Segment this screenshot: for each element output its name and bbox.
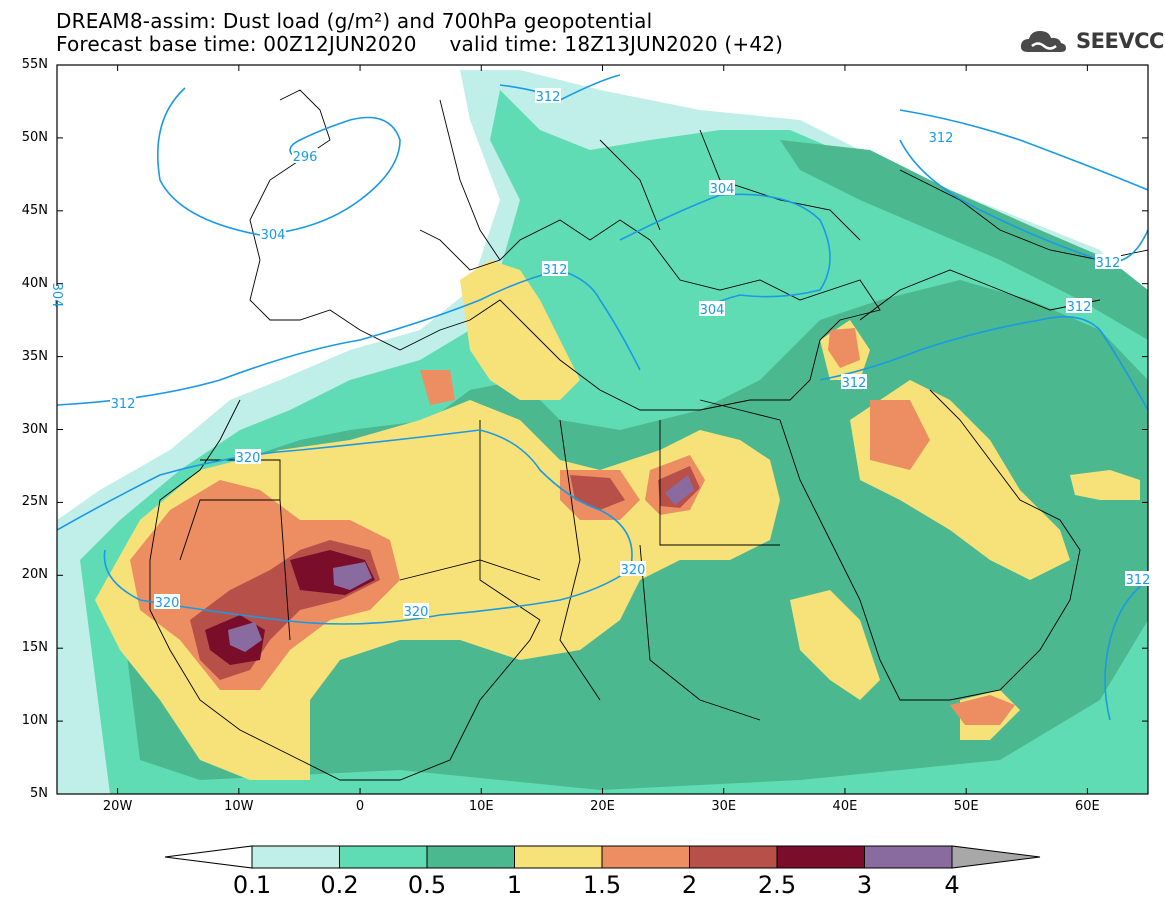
- contour-label-bg: [699, 301, 725, 316]
- colorbar-swatch: [339, 845, 428, 869]
- colorbar-label: 1: [506, 871, 523, 899]
- dust-level-2-libya: [570, 475, 625, 510]
- contour-label-bg: [110, 395, 136, 410]
- colorbar: [164, 845, 1041, 869]
- colorbar-low-extension: [164, 845, 253, 869]
- contour-label: 304: [710, 182, 735, 197]
- map-title: DREAM8-assim: Dust load (g/m²) and 700hP…: [56, 9, 653, 33]
- contour-label: 320: [621, 563, 646, 578]
- lat-label: 35N: [21, 348, 48, 364]
- contour-label-bg: [1095, 254, 1121, 269]
- contour-label: 312: [1067, 300, 1092, 315]
- contour-label: 320: [404, 605, 429, 620]
- contour-label-bg: [620, 561, 646, 576]
- contour-label-bg: [403, 603, 429, 618]
- contour-label-bg: [292, 148, 318, 163]
- colorbar-swatch: [426, 845, 515, 869]
- dust-level-3-mali: [333, 562, 372, 590]
- contour-label: 320: [236, 451, 261, 466]
- lon-label: 30E: [711, 799, 737, 814]
- colorbar-label: 0.1: [232, 871, 272, 899]
- colorbar-label: 3: [856, 871, 873, 899]
- contour-label: 312: [842, 376, 867, 391]
- lat-label: 15N: [21, 640, 48, 656]
- contour-label: 304: [261, 228, 286, 243]
- colorbar-swatch: [864, 845, 953, 869]
- lon-label: 20E: [590, 799, 615, 814]
- dust-level-3: [228, 622, 262, 652]
- dust-field: [57, 65, 1148, 794]
- contour-label: 312: [536, 90, 561, 105]
- contour-label-bg: [260, 226, 286, 241]
- colorbar-label: 0.5: [407, 871, 447, 899]
- contour-label-bg: [928, 129, 954, 144]
- colorbar-label: 1.5: [582, 871, 622, 899]
- contour-label-bg: [44, 286, 70, 301]
- dust-level-1-5-somalia: [950, 695, 1015, 725]
- lon-label: 10W: [224, 799, 254, 814]
- contour-label: 312: [111, 397, 136, 412]
- contour-label: 304: [49, 283, 64, 308]
- colorbar-swatch: [689, 845, 778, 869]
- lon-label: 20W: [102, 799, 133, 814]
- coastlines: [149, 89, 1148, 781]
- colorbar-swatch: [251, 845, 340, 869]
- contour-label-bg: [535, 88, 561, 103]
- dust-level-1-5-levant: [828, 328, 860, 368]
- contour-label: 312: [543, 263, 568, 278]
- lat-label: 10N: [21, 713, 48, 729]
- colorbar-swatch: [776, 845, 865, 869]
- contour-label: 312: [1096, 256, 1121, 271]
- contour-label-bg: [235, 449, 261, 464]
- lon-label: 60E: [1074, 799, 1100, 814]
- contour-label: 312: [1126, 573, 1151, 588]
- dust-level-1-sudan: [790, 590, 880, 700]
- lat-label: 40N: [21, 275, 48, 291]
- contour-label: 304: [700, 303, 725, 318]
- lat-label: 25N: [21, 494, 48, 510]
- lon-label: 10E: [468, 799, 494, 814]
- lon-label: 0: [355, 799, 365, 814]
- lat-label: 20N: [21, 567, 48, 583]
- colorbar-label: 4: [944, 871, 960, 899]
- cloud-logo-icon: [1020, 31, 1066, 52]
- lat-label: 30N: [21, 421, 48, 437]
- dust-level-1-5-algeria: [420, 370, 455, 405]
- colorbar-swatch: [514, 845, 603, 869]
- geopotential-contours: [57, 74, 1148, 721]
- colorbar-swatch: [601, 845, 690, 869]
- lon-label: 40E: [832, 799, 858, 814]
- dust-level-1-iran: [1070, 470, 1140, 500]
- logo: SEEVCCC: [1018, 26, 1165, 56]
- logo-text: SEEVCCC: [1076, 29, 1165, 53]
- map-subtitle: Forecast base time: 00Z12JUN2020 valid t…: [56, 32, 784, 56]
- contour-label: 312: [929, 131, 954, 146]
- colorbar-label: 2: [681, 871, 698, 899]
- axis-ticks: [57, 64, 1148, 795]
- lat-label: 45N: [21, 202, 48, 218]
- lat-label: 5N: [30, 786, 48, 801]
- contour-label-bg: [154, 594, 180, 609]
- contour-label-bg: [542, 261, 568, 276]
- colorbar-label: 0.2: [320, 871, 359, 899]
- contour-label-bg: [709, 180, 735, 195]
- contour-label-bg: [841, 374, 867, 389]
- colorbar-label: 2.5: [757, 871, 797, 899]
- lat-label: 55N: [21, 57, 48, 72]
- colorbar-high-extension: [951, 845, 1041, 869]
- contour-label-bg: [1066, 298, 1092, 313]
- contour-label-bg: [1125, 571, 1151, 586]
- contour-label: 296: [293, 150, 318, 165]
- dust-level-0-5-north: [780, 140, 1148, 340]
- contour-labels: 312 296 304 304 312 304 312 312 312 304 312 312 320 3…: [44, 88, 1151, 620]
- lat-label: 50N: [21, 129, 48, 145]
- dust-level-3-egypt: [665, 475, 694, 505]
- dust-level-1-5-arabia: [870, 400, 930, 470]
- contour-label: 320: [155, 596, 180, 611]
- lon-label: 50E: [953, 799, 979, 814]
